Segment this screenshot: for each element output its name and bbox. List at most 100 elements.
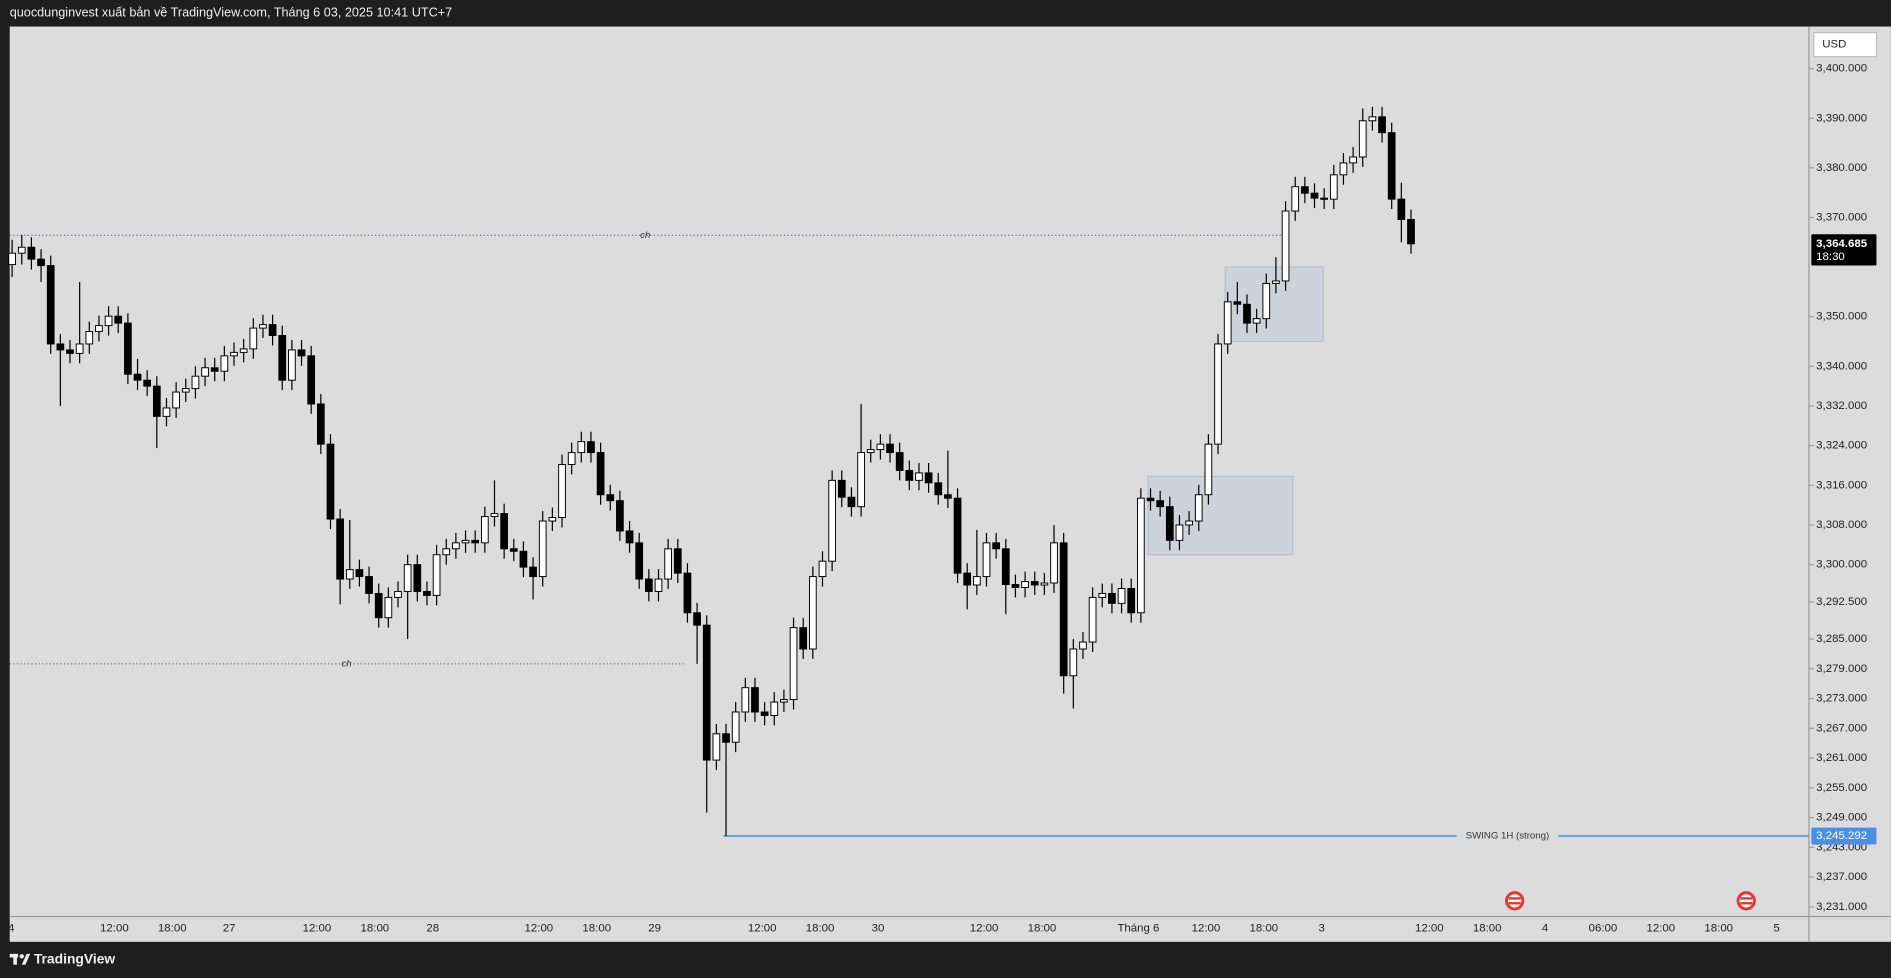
candle-body-down bbox=[56, 343, 65, 351]
candle-body-up bbox=[1194, 494, 1203, 522]
candle-body-down bbox=[837, 479, 846, 498]
candle-body-down bbox=[1320, 197, 1329, 200]
level-label: ch bbox=[640, 230, 650, 241]
brand-logo bbox=[9, 953, 31, 965]
candle-body-down bbox=[606, 494, 615, 502]
swing-label: SWING 1H (strong) bbox=[1466, 831, 1549, 842]
candle-body-up bbox=[162, 407, 171, 417]
x-tick-label: 18:00 bbox=[806, 923, 835, 935]
y-tick-label: 3,400.000 bbox=[1816, 63, 1867, 75]
x-tick-label: 18:00 bbox=[1028, 923, 1057, 935]
candle-body-up bbox=[1117, 587, 1126, 604]
x-tick-label: 28 bbox=[426, 923, 439, 935]
y-tick-label: 3,279.000 bbox=[1816, 663, 1867, 675]
candle-body-up bbox=[1214, 343, 1222, 445]
candle-body-down bbox=[1243, 303, 1251, 324]
candle-body-down bbox=[326, 443, 335, 520]
candle-body-down bbox=[924, 472, 933, 484]
y-tick-label: 3,255.000 bbox=[1816, 782, 1867, 794]
candle-body-down bbox=[760, 711, 769, 716]
candle-body-up bbox=[577, 441, 586, 454]
candle-body-down bbox=[307, 355, 316, 405]
swing-price-label: 3,245.292 bbox=[1816, 830, 1867, 842]
y-tick-label: 3,324.000 bbox=[1816, 440, 1867, 452]
candle-body-up bbox=[288, 349, 296, 381]
candle-body-up bbox=[731, 711, 740, 743]
candle-body-down bbox=[1397, 198, 1406, 220]
candle-body-up bbox=[1021, 581, 1029, 588]
level-label: ch bbox=[342, 658, 352, 669]
candle-body-up bbox=[567, 452, 576, 465]
candle-body-up bbox=[770, 701, 779, 716]
candle-body-up bbox=[249, 327, 258, 350]
candle-body-up bbox=[818, 560, 827, 578]
candle-body-up bbox=[1069, 648, 1078, 677]
candle-body-down bbox=[673, 548, 682, 574]
candle-body-up bbox=[741, 687, 750, 713]
candle-body-down bbox=[1310, 192, 1319, 199]
candle-body-down bbox=[268, 324, 277, 337]
candle-body-down bbox=[587, 441, 595, 454]
candle-body-up bbox=[1088, 596, 1097, 643]
candle-body-down bbox=[722, 733, 730, 743]
candle-body-down bbox=[963, 572, 972, 586]
y-tick-label: 3,231.000 bbox=[1816, 901, 1867, 913]
candle-body-down bbox=[46, 265, 55, 345]
candle-body-up bbox=[982, 542, 991, 578]
candle-body-up bbox=[1040, 582, 1049, 586]
candle-body-up bbox=[1291, 186, 1300, 212]
candle-body-up bbox=[201, 367, 209, 377]
candle-body-down bbox=[143, 379, 152, 387]
brand: TradingView bbox=[34, 951, 116, 967]
x-tick-label: 18:00 bbox=[361, 923, 390, 935]
x-tick-label: 06:00 bbox=[1589, 923, 1618, 935]
candle-body-down bbox=[1011, 584, 1020, 588]
candle-body-up bbox=[1136, 497, 1145, 614]
x-tick-label: 12:00 bbox=[303, 923, 332, 935]
x-tick-label: 18:00 bbox=[1704, 923, 1733, 935]
candle-body-down bbox=[616, 500, 624, 532]
zone bbox=[1224, 266, 1324, 343]
x-tick-label: 12:00 bbox=[1647, 923, 1676, 935]
candle-body-down bbox=[799, 627, 808, 650]
candle-body-down bbox=[37, 258, 45, 267]
y-tick-label: 3,237.000 bbox=[1816, 871, 1867, 883]
candle-body-down bbox=[152, 385, 161, 417]
candle-body-down bbox=[693, 612, 701, 626]
candle-body-up bbox=[548, 517, 557, 522]
candle-body-down bbox=[365, 576, 373, 594]
candle-body-up bbox=[876, 443, 885, 451]
y-tick-label: 3,340.000 bbox=[1816, 360, 1867, 372]
event-icon bbox=[1505, 891, 1525, 911]
candle-body-up bbox=[17, 246, 26, 254]
candle-body-down bbox=[895, 452, 904, 471]
candle-body-up bbox=[394, 590, 402, 598]
countdown: 18:30 bbox=[1816, 251, 1845, 263]
swing-price-box bbox=[1811, 827, 1877, 845]
y-tick-label: 3,261.000 bbox=[1816, 752, 1867, 764]
candle-body-up bbox=[442, 548, 451, 556]
candle-body-down bbox=[114, 315, 123, 324]
candle-body-up bbox=[1281, 210, 1290, 282]
candle-body-up bbox=[712, 733, 721, 761]
candle-body-down bbox=[1387, 132, 1396, 200]
candle-body-down bbox=[519, 550, 528, 568]
y-tick-label: 3,267.000 bbox=[1816, 722, 1867, 734]
candle-body-down bbox=[944, 494, 952, 499]
candle-body-down bbox=[886, 443, 894, 454]
candle-body-down bbox=[644, 578, 653, 592]
candle-body-up bbox=[828, 479, 837, 562]
candle-body-up bbox=[259, 324, 267, 329]
x-tick-label: 18:00 bbox=[1250, 923, 1279, 935]
candle-body-up bbox=[1272, 280, 1280, 284]
candle-body-down bbox=[374, 592, 383, 619]
y-tick-label: 3,249.000 bbox=[1816, 812, 1867, 824]
candle-body-up bbox=[75, 343, 84, 354]
y-tick-label: 3,316.000 bbox=[1816, 479, 1867, 491]
candle-body-up bbox=[220, 355, 229, 372]
candle-body-down bbox=[133, 373, 142, 381]
candle-body-up bbox=[345, 569, 354, 580]
candle-body-up bbox=[1175, 524, 1184, 541]
x-tick-label: 12:00 bbox=[100, 923, 129, 935]
candle-body-up bbox=[181, 388, 190, 393]
